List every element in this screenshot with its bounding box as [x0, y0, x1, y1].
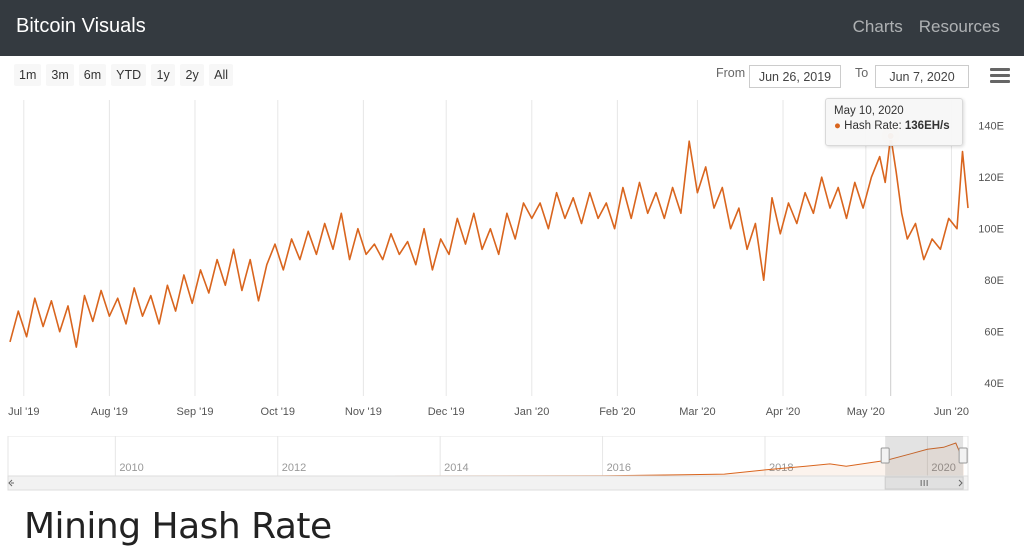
hamburger-menu-icon[interactable] [990, 68, 1010, 84]
hash-rate-series-line [9, 135, 969, 348]
x-tick-label: Dec '19 [428, 406, 465, 418]
tooltip-value: 136EH/s [904, 120, 950, 132]
x-tick-label: Oct '19 [261, 406, 296, 418]
scroll-left-arrow-icon[interactable] [8, 479, 14, 487]
top-navbar: Bitcoin Visuals Charts Resources [0, 0, 1024, 56]
to-label: To [855, 66, 869, 80]
tooltip-series-dot-icon: ● [834, 120, 841, 132]
navigator-year-label: 2012 [282, 462, 306, 474]
range-button-ytd[interactable]: YTD [111, 64, 147, 86]
y-tick-label: 40E [984, 378, 1004, 390]
range-button-2y[interactable]: 2y [180, 64, 205, 86]
nav-links: Charts Resources [853, 17, 1000, 37]
x-tick-label: Jul '19 [8, 406, 39, 418]
y-tick-label: 100E [978, 224, 1004, 236]
scroll-right-arrow-icon[interactable] [958, 479, 963, 487]
x-tick-label: Sep '19 [176, 406, 213, 418]
range-selector: 1m 3m 6m YTD 1y 2y All [14, 64, 234, 86]
tooltip-series-label: Hash Rate: [844, 120, 905, 132]
navigator-frame [7, 436, 969, 477]
chart-tooltip: May 10, 2020 ● Hash Rate: 136EH/s [825, 98, 963, 146]
navigator-year-label: 2020 [931, 462, 955, 474]
range-button-6m[interactable]: 6m [78, 64, 107, 86]
hash-rate-chart[interactable]: Jul '19 Aug '19 Sep '19 Oct '19 Nov '19 Dec '… [0, 96, 1024, 426]
navigator-year-label: 2016 [607, 462, 631, 474]
from-label: From [716, 66, 746, 80]
navigator-chart[interactable]: 2010 2012 2014 2016 2018 2020 [0, 436, 1024, 494]
x-tick-label: Aug '19 [91, 406, 128, 418]
scrollbar-track[interactable] [7, 475, 969, 491]
x-tick-label: Apr '20 [766, 406, 801, 418]
navigator-handle-right[interactable] [958, 447, 968, 464]
to-date-input[interactable] [875, 65, 969, 88]
page-title: Mining Hash Rate [24, 506, 332, 547]
range-button-1m[interactable]: 1m [14, 64, 42, 86]
y-tick-label: 140E [978, 121, 1004, 133]
brand-title[interactable]: Bitcoin Visuals [16, 15, 146, 37]
tooltip-date: May 10, 2020 [834, 105, 904, 117]
x-tick-label: Jun '20 [934, 406, 969, 418]
x-tick-label: Mar '20 [679, 406, 715, 418]
x-tick-label: Nov '19 [345, 406, 382, 418]
nav-link-charts[interactable]: Charts [852, 17, 903, 36]
range-button-all[interactable]: All [209, 64, 234, 86]
navigator-selection[interactable] [885, 436, 964, 476]
x-tick-label: Feb '20 [599, 406, 635, 418]
navigator-area [34, 443, 964, 476]
navigator-year-label: 2010 [119, 462, 143, 474]
y-tick-label: 80E [984, 275, 1004, 287]
from-date-input[interactable] [749, 65, 841, 88]
y-tick-label: 120E [978, 172, 1004, 184]
nav-link-resources[interactable]: Resources [918, 17, 1000, 36]
range-button-3m[interactable]: 3m [46, 64, 74, 86]
y-tick-label: 60E [984, 327, 1004, 339]
x-tick-label: May '20 [847, 406, 885, 418]
navigator-year-label: 2014 [444, 462, 468, 474]
navigator-line [34, 442, 965, 477]
x-tick-label: Jan '20 [514, 406, 549, 418]
navigator-handle-left[interactable] [880, 447, 890, 464]
range-button-1y[interactable]: 1y [151, 64, 176, 86]
